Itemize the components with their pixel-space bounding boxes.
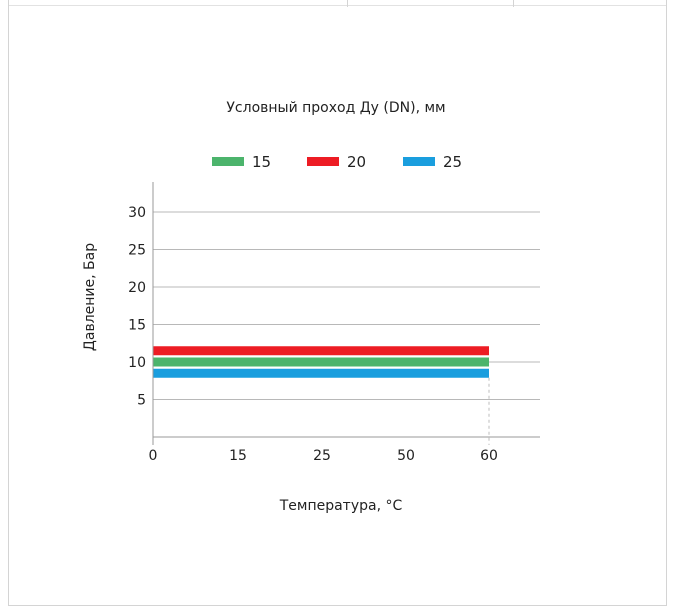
legend-swatch-20 xyxy=(307,157,339,166)
x-axis-label: Температура, °C xyxy=(279,498,403,514)
frame-divider xyxy=(513,0,514,7)
y-tick-labels: 5 10 15 20 25 30 xyxy=(128,205,146,409)
x-tick-labels: 0 15 25 50 60 xyxy=(149,448,498,464)
bar-dn-15 xyxy=(153,357,489,367)
x-tick-label: 25 xyxy=(313,448,331,464)
x-tick-label: 0 xyxy=(149,448,158,464)
y-axis-label: Давление, Бар xyxy=(82,243,98,351)
legend-label-25: 25 xyxy=(443,153,462,171)
y-tick-label: 5 xyxy=(137,393,146,409)
y-tick-label: 10 xyxy=(128,355,146,371)
y-tick-label: 20 xyxy=(128,280,146,296)
bar-dn-25 xyxy=(153,368,489,378)
x-tick-label: 15 xyxy=(229,448,247,464)
top-rule xyxy=(8,0,667,6)
x-tick-label: 60 xyxy=(480,448,498,464)
y-tick-label: 30 xyxy=(128,205,146,221)
legend: 15 20 25 xyxy=(212,153,462,171)
chart-title: Условный проход Ду (DN), мм xyxy=(226,100,445,116)
y-tick-label: 25 xyxy=(128,243,146,259)
x-tick-label: 50 xyxy=(397,448,415,464)
y-tick-label: 15 xyxy=(128,318,146,334)
bar-dn-20 xyxy=(153,346,489,356)
content-frame xyxy=(8,0,667,606)
legend-label-15: 15 xyxy=(252,153,271,171)
frame-divider xyxy=(347,0,348,7)
legend-swatch-15 xyxy=(212,157,244,166)
bars xyxy=(153,346,490,445)
legend-swatch-25 xyxy=(403,157,435,166)
axes xyxy=(152,182,540,445)
legend-label-20: 20 xyxy=(347,153,366,171)
